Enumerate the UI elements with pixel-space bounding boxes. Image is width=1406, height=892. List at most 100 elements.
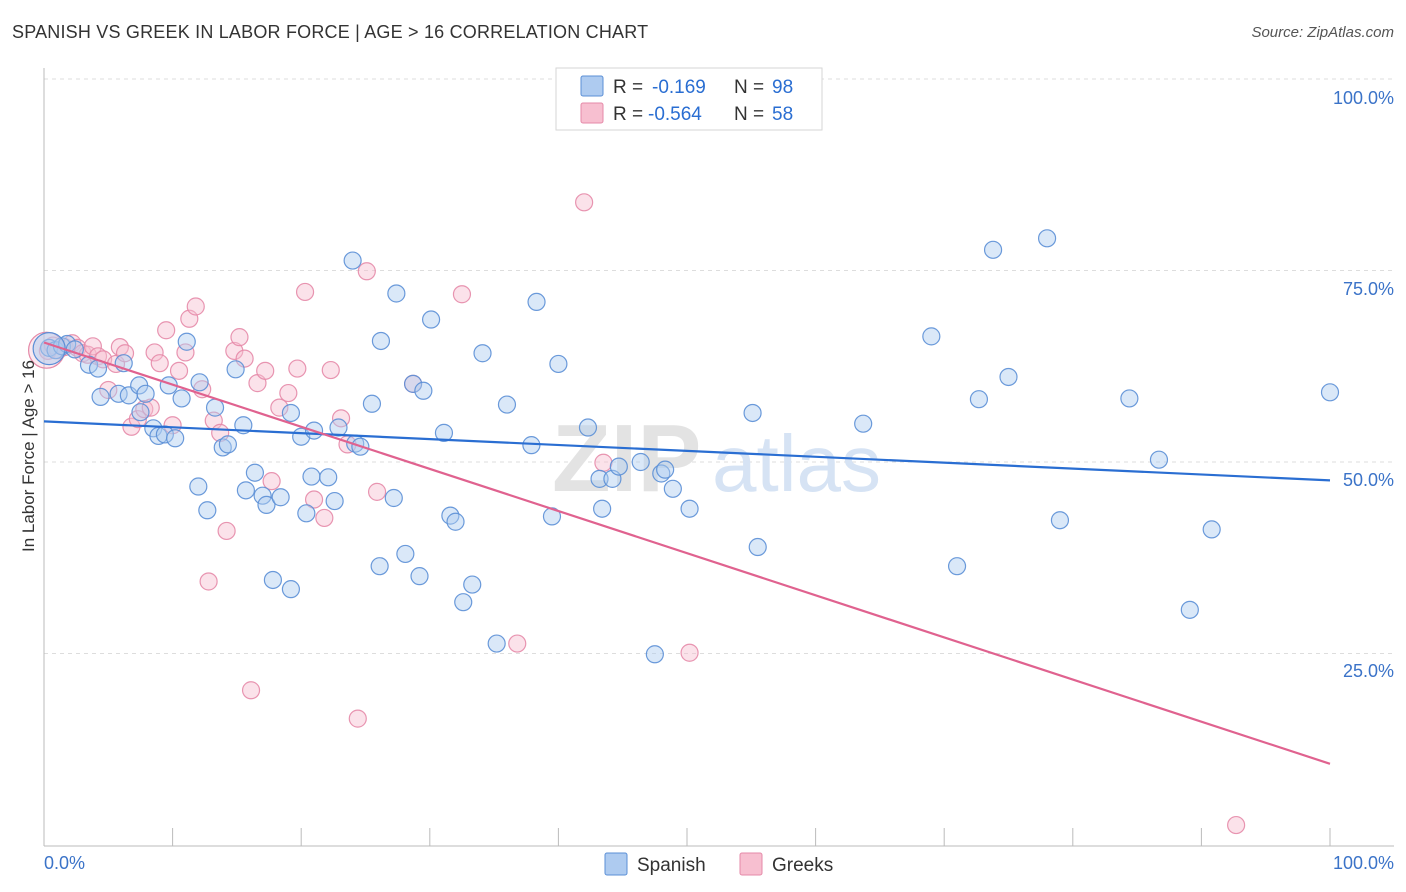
greek-point bbox=[262, 472, 281, 491]
greek-point bbox=[575, 193, 594, 212]
greek-point bbox=[452, 285, 472, 304]
spanish-point bbox=[387, 284, 406, 303]
spanish-point bbox=[999, 367, 1018, 387]
spanish-point bbox=[189, 477, 208, 496]
spanish-point bbox=[522, 436, 541, 455]
spanish-point bbox=[527, 292, 546, 312]
spanish-point bbox=[271, 488, 290, 507]
spanish-point bbox=[446, 512, 465, 531]
legend-bottom-greek-swatch bbox=[739, 852, 763, 876]
spanish-point bbox=[743, 403, 762, 423]
x-axis-ticks bbox=[43, 828, 1331, 846]
spanish-point bbox=[473, 344, 492, 363]
spanish-point bbox=[218, 435, 237, 454]
greek-point bbox=[279, 383, 298, 403]
spanish-point bbox=[281, 403, 301, 423]
spanish-point bbox=[656, 460, 675, 479]
legend-spanish-r-label: R = bbox=[613, 77, 643, 98]
spanish-point bbox=[663, 479, 682, 498]
spanish-point bbox=[549, 354, 568, 374]
x-tick-label-0: 0.0% bbox=[44, 853, 85, 873]
spanish-point bbox=[172, 389, 191, 408]
spanish-point bbox=[487, 634, 506, 653]
greek-point bbox=[348, 709, 367, 728]
legend-bottom: Spanish Greeks bbox=[604, 852, 833, 876]
spanish-point bbox=[434, 423, 454, 442]
spanish-point bbox=[578, 418, 598, 437]
spanish-point bbox=[414, 381, 433, 400]
legend-bottom-spanish-label: Spanish bbox=[637, 855, 706, 876]
spanish-point bbox=[1180, 600, 1199, 619]
x-tick-label-100: 100.0% bbox=[1333, 853, 1394, 873]
legend-greek-n-value: 58 bbox=[772, 104, 793, 125]
legend-greek-swatch bbox=[580, 102, 604, 124]
greek-trend-line bbox=[43, 341, 1331, 765]
greek-point bbox=[508, 634, 527, 653]
legend-spanish-n-label: N = bbox=[734, 77, 764, 98]
greek-point bbox=[357, 262, 376, 281]
legend-greek-n-label: N = bbox=[734, 104, 764, 125]
greek-point bbox=[288, 359, 307, 378]
greek-point bbox=[304, 490, 324, 509]
spanish-point bbox=[1120, 389, 1139, 408]
greek-point bbox=[99, 380, 118, 400]
spanish-point bbox=[680, 499, 699, 518]
source-label: Source: ZipAtlas.com bbox=[1251, 24, 1394, 41]
greek-point bbox=[217, 521, 236, 541]
greek-point bbox=[295, 282, 315, 302]
spanish-point bbox=[190, 373, 209, 392]
trend-lines bbox=[43, 341, 1331, 765]
spanish-point bbox=[136, 384, 155, 403]
legend-spanish-r-value: -0.169 bbox=[652, 77, 706, 98]
spanish-point bbox=[421, 310, 441, 329]
spanish-point bbox=[253, 486, 272, 505]
spanish-point bbox=[454, 593, 473, 612]
spanish-point bbox=[131, 403, 150, 422]
spanish-point bbox=[257, 495, 276, 514]
spanish-point bbox=[226, 360, 245, 379]
spanish-point bbox=[403, 374, 423, 393]
spanish-point bbox=[297, 504, 316, 523]
spanish-point bbox=[1320, 383, 1340, 402]
spanish-point bbox=[325, 491, 344, 511]
y-tick-label-25: 25.0% bbox=[1343, 661, 1394, 681]
legend-bottom-spanish-swatch bbox=[604, 852, 628, 876]
spanish-point bbox=[213, 438, 232, 457]
greek-point bbox=[680, 643, 699, 662]
greek-point bbox=[145, 343, 164, 362]
greek-point bbox=[367, 482, 387, 501]
spanish-point bbox=[329, 418, 348, 437]
y-tick-label-75: 75.0% bbox=[1343, 279, 1394, 299]
spanish-point bbox=[362, 394, 382, 413]
greek-point bbox=[270, 398, 289, 417]
greek-point bbox=[199, 572, 218, 591]
spanish-point bbox=[396, 544, 415, 564]
spanish-point bbox=[1149, 450, 1169, 469]
greek-point bbox=[157, 321, 176, 340]
spanish-point bbox=[343, 251, 362, 270]
spanish-point bbox=[319, 468, 338, 487]
spanish-point bbox=[91, 387, 110, 406]
greek-point bbox=[169, 361, 189, 380]
legend-greek-r-label: R = bbox=[613, 104, 643, 125]
spanish-point bbox=[410, 567, 429, 586]
greek-point bbox=[256, 361, 275, 380]
legend-top: R = -0.169 N = 98 R = -0.564 N = 58 bbox=[555, 67, 823, 131]
legend-spanish-n-value: 98 bbox=[772, 77, 793, 98]
legend-greek-r-value: -0.564 bbox=[648, 104, 702, 125]
y-axis-title: In Labor Force | Age > 16 bbox=[19, 360, 38, 552]
spanish-point bbox=[1202, 520, 1221, 539]
spanish-point bbox=[947, 557, 967, 576]
legend-bottom-greek-label: Greeks bbox=[772, 855, 833, 876]
spanish-point bbox=[593, 499, 612, 518]
legend-spanish-swatch bbox=[580, 75, 604, 97]
chart-title: SPANISH VS GREEK IN LABOR FORCE | AGE > … bbox=[12, 22, 649, 42]
greek-point bbox=[241, 681, 261, 700]
spanish-point bbox=[198, 501, 217, 520]
watermark-atlas: atlas bbox=[712, 419, 881, 508]
spanish-point bbox=[590, 469, 609, 488]
greek-point bbox=[594, 453, 613, 472]
y-tick-label-100: 100.0% bbox=[1333, 88, 1394, 108]
greek-point bbox=[83, 337, 102, 356]
